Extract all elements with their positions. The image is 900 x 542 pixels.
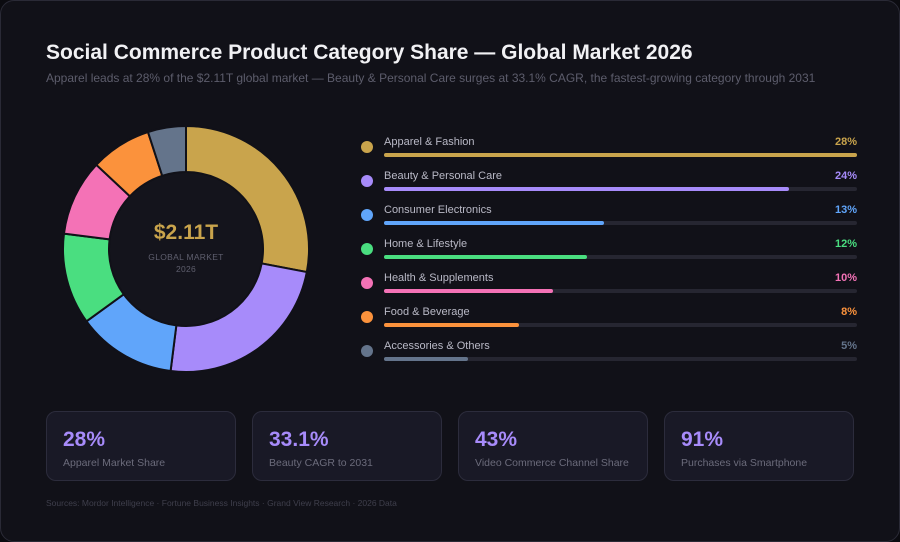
- share-bar-fill: [384, 357, 469, 361]
- stat-value: 28%: [63, 428, 106, 451]
- legend-item-consumer-electronics: Consumer Electronics 13%: [361, 201, 857, 235]
- share-bar-fill: [384, 221, 604, 225]
- share-bar-track: [384, 357, 857, 361]
- legend-swatch: [361, 277, 373, 289]
- share-bar-track: [384, 255, 857, 259]
- legend-label: Apparel & Fashion: [384, 136, 475, 148]
- stat-label: Purchases via Smartphone: [681, 457, 808, 469]
- donut-slice-beauty-and-personal-care: [169, 262, 308, 373]
- legend-value: 28%: [834, 136, 857, 148]
- legend-label: Beauty & Personal Care: [384, 170, 503, 182]
- stat-value: 91%: [681, 428, 724, 451]
- share-bar-track: [384, 323, 857, 327]
- share-bar-fill: [384, 323, 520, 327]
- chart-title: Social Commerce Product Category Share —…: [46, 41, 693, 64]
- legend-value: 24%: [834, 170, 857, 182]
- share-bar-fill: [384, 153, 857, 157]
- stat-label: Video Commerce Channel Share: [475, 457, 629, 469]
- legend-value: 13%: [834, 204, 857, 216]
- category-legend: Apparel & Fashion 28% Beauty & Personal Ca…: [361, 133, 857, 371]
- share-bar-fill: [384, 289, 553, 293]
- sources-footnote: Sources: Mordor Intelligence · Fortune B…: [46, 498, 397, 508]
- donut-slice-accessories-and-others: [146, 124, 187, 178]
- legend-swatch: [361, 209, 373, 221]
- share-bar-track: [384, 187, 857, 191]
- stat-card-apparel-share: 28% Apparel Market Share: [46, 411, 236, 481]
- stat-card-smartphone-purchases: 91% Purchases via Smartphone: [664, 411, 854, 481]
- donut-chart: [62, 124, 310, 373]
- legend-value: 12%: [834, 238, 857, 250]
- share-bar-fill: [384, 255, 587, 259]
- legend-item-beauty-and-personal-care: Beauty & Personal Care 24%: [361, 167, 857, 201]
- legend-item-food-and-beverage: Food & Beverage 8%: [361, 303, 857, 337]
- stat-value: 33.1%: [269, 428, 329, 451]
- legend-item-accessories-and-others: Accessories & Others 5%: [361, 337, 857, 371]
- legend-label: Health & Supplements: [384, 272, 494, 284]
- legend-value: 10%: [834, 272, 857, 284]
- share-bar-track: [384, 153, 857, 157]
- legend-value: 8%: [841, 306, 857, 318]
- donut-center-label-line2: 2026: [175, 264, 197, 274]
- donut-center-label: GLOBAL MARKET 2026: [106, 251, 266, 275]
- legend-item-health-and-supplements: Health & Supplements 10%: [361, 269, 857, 303]
- share-bar-track: [384, 221, 857, 225]
- donut-center-value: $2.11T: [153, 221, 219, 244]
- donut-center-label-line1: GLOBAL MARKET: [148, 252, 224, 262]
- legend-swatch: [361, 311, 373, 323]
- chart-subtitle: Apparel leads at 28% of the $2.11T globa…: [46, 71, 816, 85]
- donut-slice-apparel-and-fashion: [185, 124, 310, 274]
- legend-item-apparel-and-fashion: Apparel & Fashion 28%: [361, 133, 857, 167]
- legend-label: Consumer Electronics: [384, 204, 492, 216]
- legend-item-home-and-lifestyle: Home & Lifestyle 12%: [361, 235, 857, 269]
- share-bar-track: [384, 289, 857, 293]
- stat-label: Apparel Market Share: [63, 457, 166, 469]
- legend-swatch: [361, 345, 373, 357]
- stat-value: 43%: [475, 428, 518, 451]
- legend-label: Food & Beverage: [384, 306, 470, 318]
- legend-swatch: [361, 243, 373, 255]
- donut-hole: [110, 173, 262, 325]
- stat-label: Beauty CAGR to 2031: [269, 457, 373, 469]
- share-bar-fill: [384, 187, 790, 191]
- stat-card-video-commerce: 43% Video Commerce Channel Share: [458, 411, 648, 481]
- legend-swatch: [361, 141, 373, 153]
- legend-swatch: [361, 175, 373, 187]
- stat-card-beauty-cagr: 33.1% Beauty CAGR to 2031: [252, 411, 442, 481]
- legend-label: Accessories & Others: [384, 340, 490, 352]
- legend-value: 5%: [841, 340, 857, 352]
- legend-label: Home & Lifestyle: [384, 238, 468, 250]
